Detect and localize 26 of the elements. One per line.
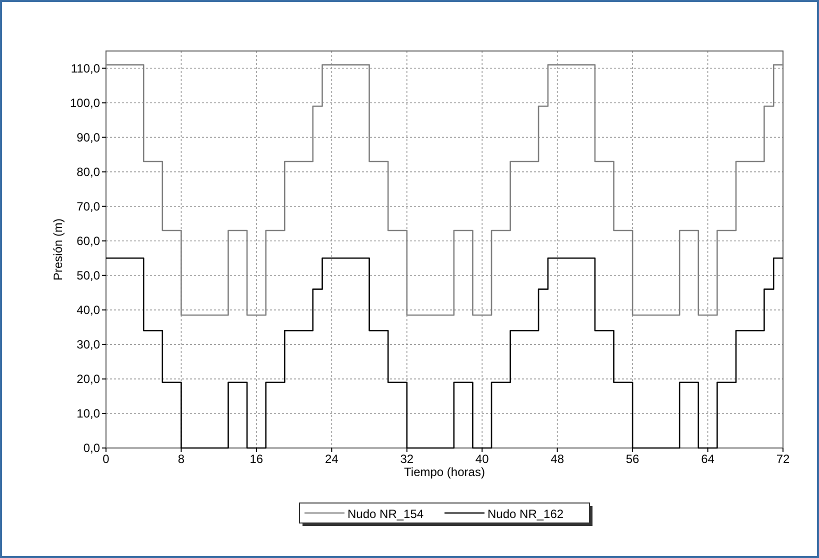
x-axis-title: Tiempo (horas) xyxy=(404,465,485,479)
y-tick-label: 0,0 xyxy=(83,441,100,455)
y-tick-label: 60,0 xyxy=(76,234,100,248)
y-tick-label: 110,0 xyxy=(70,61,100,76)
x-tick-label: 24 xyxy=(324,452,339,466)
legend-label: Nudo NR_154 xyxy=(348,507,424,521)
x-tick-label: 32 xyxy=(400,452,414,466)
x-tick-label: 16 xyxy=(250,452,264,466)
y-tick-label: 40,0 xyxy=(76,302,100,317)
y-tick-label: 70,0 xyxy=(76,199,100,214)
y-tick-label: 100,0 xyxy=(70,96,100,110)
x-tick-label: 0 xyxy=(102,452,110,466)
y-tick-label: 10,0 xyxy=(76,406,100,420)
x-tick-label: 72 xyxy=(776,452,790,466)
y-tick-label: 90,0 xyxy=(76,130,100,144)
x-tick-label: 56 xyxy=(626,452,640,466)
x-tick-label: 48 xyxy=(550,452,564,466)
y-tick-label: 50,0 xyxy=(76,268,100,282)
x-tick-label: 64 xyxy=(701,452,715,466)
x-tick-label: 40 xyxy=(475,452,490,466)
y-axis-title: Presión (m) xyxy=(51,218,65,281)
x-tick-label: 8 xyxy=(178,452,185,466)
y-tick-label: 20,0 xyxy=(76,372,100,386)
y-tick-label: 80,0 xyxy=(76,164,100,179)
y-tick-label: 30,0 xyxy=(76,337,100,352)
legend-label: Nudo NR_162 xyxy=(488,507,564,521)
